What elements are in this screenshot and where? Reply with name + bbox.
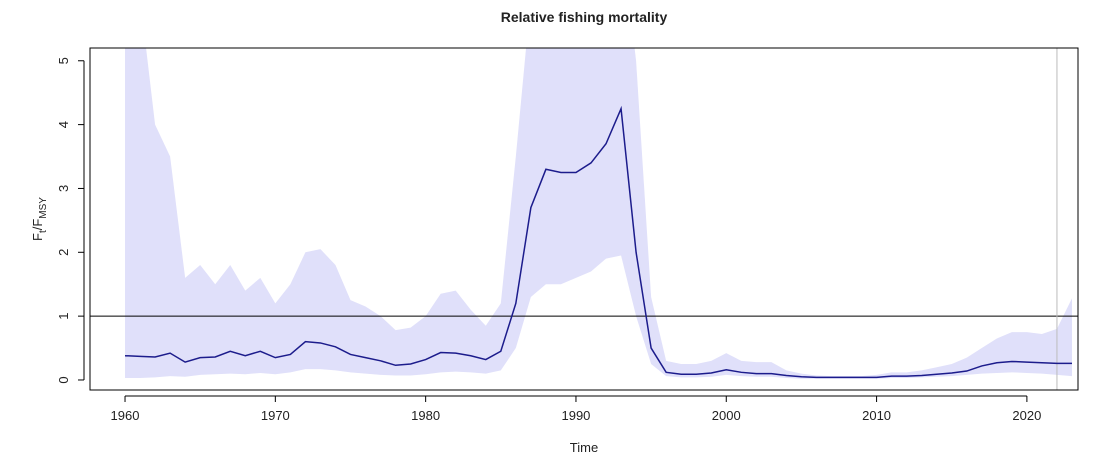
x-tick-label: 1990 [561, 408, 590, 423]
x-axis-label: Time [570, 440, 598, 455]
chart-title: Relative fishing mortality [501, 9, 668, 25]
y-label-subscript: MSY [38, 197, 49, 219]
y-tick-label: 3 [56, 185, 71, 192]
x-tick-label: 2010 [862, 408, 891, 423]
x-tick-label: 2020 [1012, 408, 1041, 423]
plot-area [90, 48, 1078, 390]
y-axis-label: Ft/FMSY [30, 197, 49, 241]
x-tick-label: 2000 [712, 408, 741, 423]
y-tick-label: 4 [56, 121, 71, 128]
confidence-band [125, 48, 1072, 379]
series-line [124, 105, 1072, 379]
x-tick-label: 1980 [411, 408, 440, 423]
plot-frame [89, 47, 1079, 391]
y-label-part: /F [30, 219, 45, 231]
x-tick-label: 1960 [111, 408, 140, 423]
y-label-subscript: t [38, 230, 49, 233]
y-tick-label: 1 [56, 313, 71, 320]
y-tick-label: 2 [56, 249, 71, 256]
y-tick-label: 0 [56, 376, 71, 383]
x-tick-label: 1970 [261, 408, 290, 423]
y-label-part: F [30, 233, 45, 241]
y-tick-label: 5 [56, 57, 71, 64]
